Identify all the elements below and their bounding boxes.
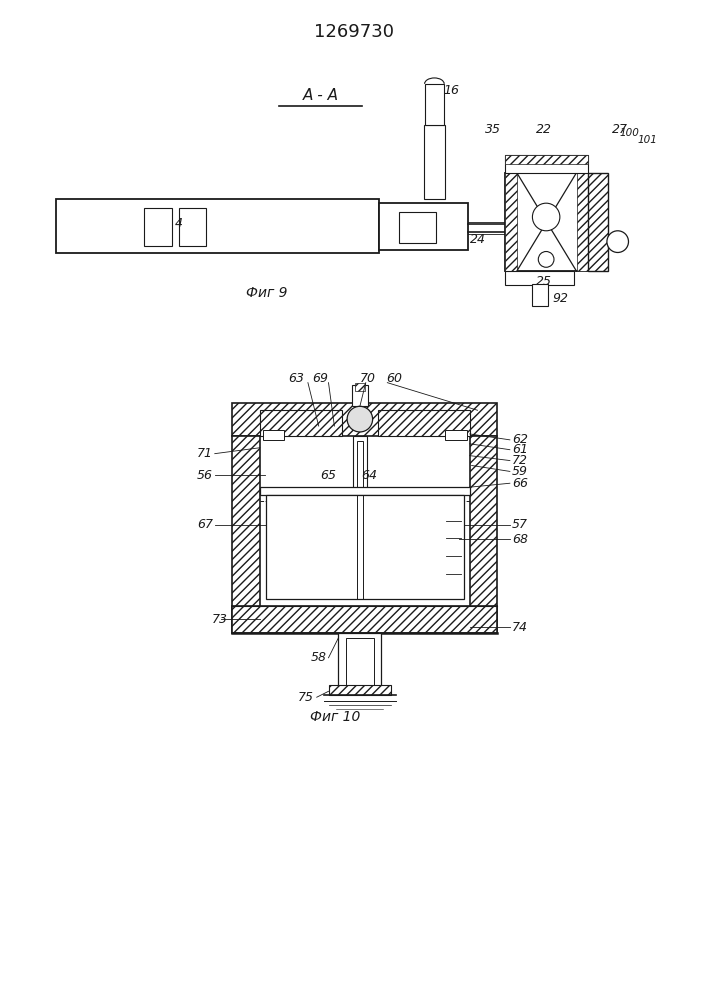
Bar bbox=[378, 410, 469, 436]
Text: 68: 68 bbox=[512, 533, 528, 546]
Bar bbox=[346, 638, 373, 687]
Text: 62: 62 bbox=[512, 433, 528, 446]
Bar bbox=[505, 155, 588, 164]
Text: 69: 69 bbox=[312, 372, 329, 385]
Text: Фиг 10: Фиг 10 bbox=[310, 710, 361, 724]
Text: 27: 27 bbox=[612, 123, 628, 136]
Bar bbox=[357, 441, 363, 574]
Text: 16: 16 bbox=[443, 84, 459, 97]
Text: 59: 59 bbox=[512, 465, 528, 478]
Bar bbox=[352, 385, 368, 406]
Text: 71: 71 bbox=[197, 447, 213, 460]
Text: 4: 4 bbox=[175, 217, 182, 230]
Text: 24: 24 bbox=[469, 233, 486, 246]
Bar bbox=[233, 403, 497, 436]
Polygon shape bbox=[271, 557, 454, 594]
Text: 72: 72 bbox=[512, 454, 528, 467]
Text: 75: 75 bbox=[298, 691, 314, 704]
Bar bbox=[233, 606, 497, 633]
Bar bbox=[469, 436, 497, 633]
Text: 22: 22 bbox=[536, 123, 552, 136]
Bar bbox=[329, 685, 391, 695]
Bar bbox=[355, 383, 365, 391]
Bar bbox=[263, 430, 284, 440]
Bar bbox=[399, 212, 436, 243]
Bar bbox=[588, 173, 608, 271]
Bar bbox=[56, 199, 380, 253]
Bar bbox=[260, 410, 342, 436]
Text: A - A: A - A bbox=[303, 88, 339, 103]
Bar bbox=[425, 84, 444, 125]
Text: 61: 61 bbox=[512, 443, 528, 456]
Text: 92: 92 bbox=[553, 292, 569, 305]
Bar bbox=[353, 436, 367, 579]
Text: 73: 73 bbox=[211, 613, 228, 626]
Bar bbox=[445, 430, 467, 440]
Text: 56: 56 bbox=[197, 469, 213, 482]
Bar bbox=[505, 173, 517, 271]
Text: 70: 70 bbox=[360, 372, 375, 385]
Text: 58: 58 bbox=[310, 651, 327, 664]
Bar bbox=[266, 495, 464, 599]
Text: 35: 35 bbox=[485, 123, 501, 136]
Bar bbox=[505, 271, 573, 285]
Bar bbox=[339, 633, 382, 687]
Text: Фиг 9: Фиг 9 bbox=[246, 286, 288, 300]
Bar bbox=[505, 155, 588, 173]
Bar bbox=[423, 125, 445, 199]
Circle shape bbox=[347, 406, 373, 432]
Bar bbox=[532, 284, 548, 306]
Bar bbox=[178, 208, 206, 246]
Text: 60: 60 bbox=[386, 372, 402, 385]
Bar bbox=[260, 487, 469, 495]
Text: 100: 100 bbox=[619, 128, 639, 138]
Text: 101: 101 bbox=[637, 135, 657, 145]
Text: 57: 57 bbox=[512, 518, 528, 531]
Text: 1269730: 1269730 bbox=[314, 23, 394, 41]
Bar bbox=[505, 173, 588, 271]
Bar bbox=[576, 173, 588, 271]
Circle shape bbox=[532, 203, 560, 231]
Circle shape bbox=[607, 231, 629, 252]
Text: 66: 66 bbox=[512, 477, 528, 490]
Bar bbox=[354, 518, 366, 526]
Bar bbox=[144, 208, 172, 246]
Text: 25: 25 bbox=[536, 275, 552, 288]
Bar bbox=[380, 203, 468, 250]
Text: 74: 74 bbox=[512, 621, 528, 634]
Bar bbox=[233, 436, 260, 633]
Text: 65: 65 bbox=[320, 469, 337, 482]
Text: 67: 67 bbox=[197, 518, 213, 531]
Bar bbox=[350, 526, 370, 539]
Text: 63: 63 bbox=[288, 372, 304, 385]
Circle shape bbox=[538, 251, 554, 267]
Text: 64: 64 bbox=[362, 469, 378, 482]
